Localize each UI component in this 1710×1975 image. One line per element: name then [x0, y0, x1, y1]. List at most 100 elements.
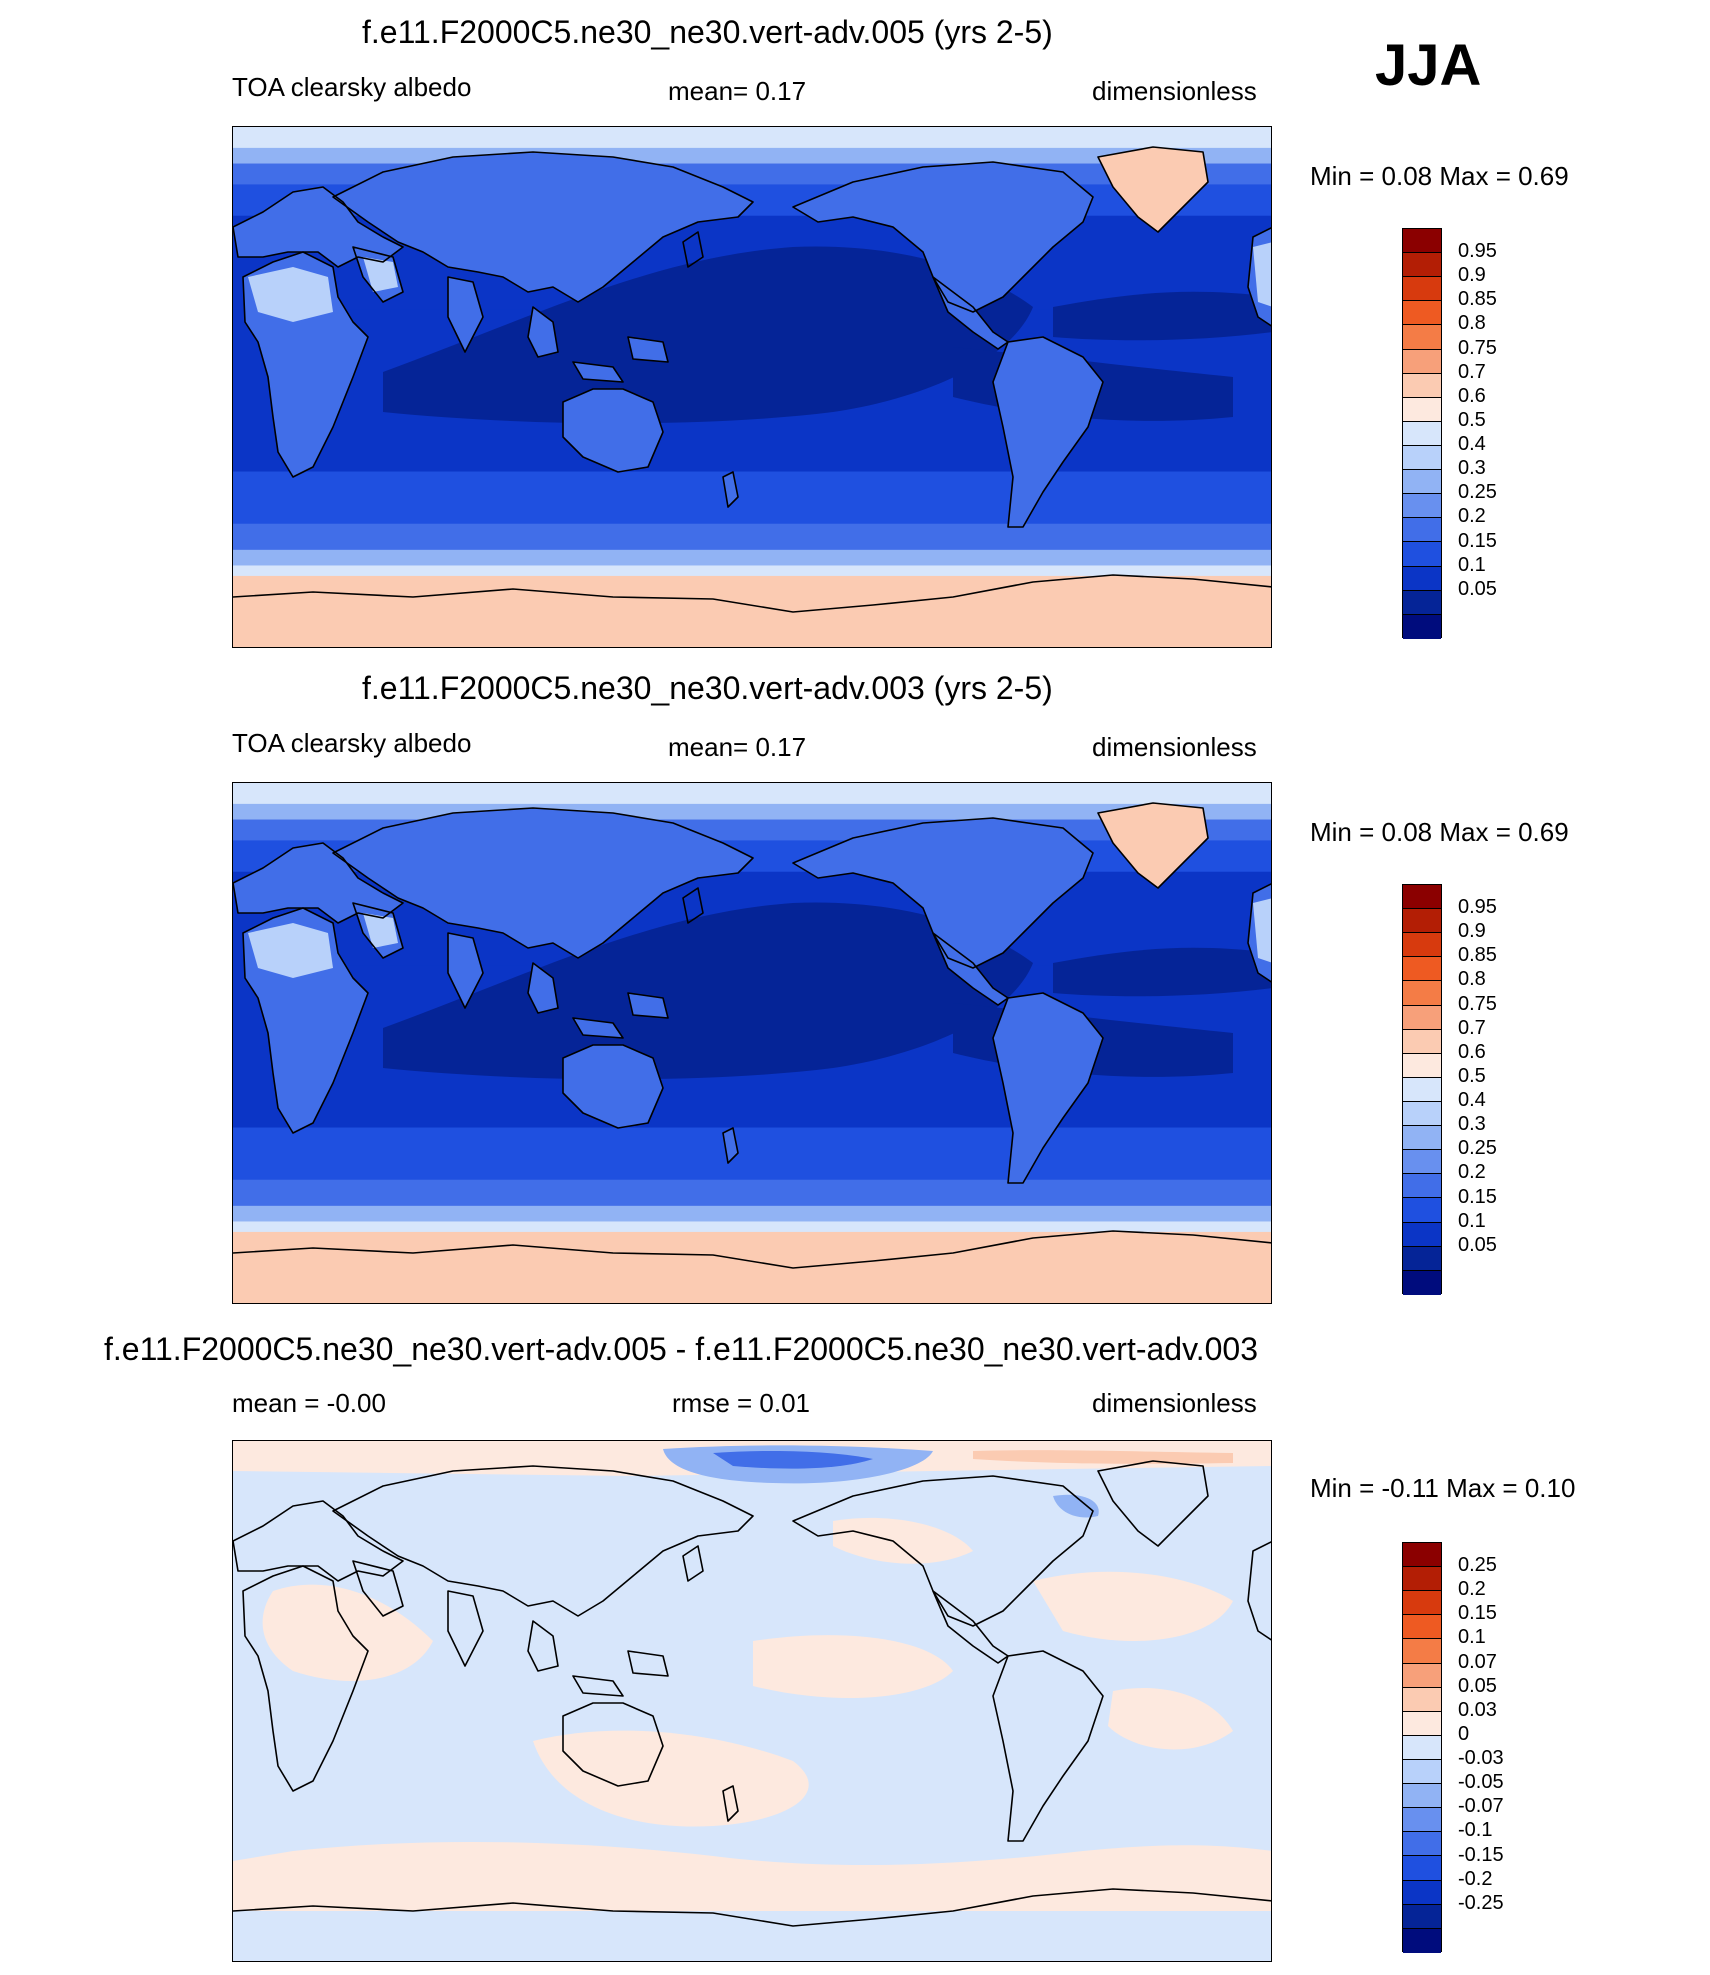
coastline [233, 186, 404, 268]
colorbar-swatch [1403, 885, 1441, 910]
colorbar-tick-label: 0.1 [1458, 1626, 1486, 1649]
colorbar-tick-label: 0.07 [1458, 1650, 1497, 1673]
coastline [932, 276, 1009, 350]
colorbar-tick-label: 0.2 [1458, 1161, 1486, 1184]
colorbar-swatch [1403, 373, 1441, 398]
colorbar-tick-label: -0.03 [1458, 1747, 1504, 1770]
colorbar-swatch [1403, 301, 1441, 326]
map-canvas [233, 1441, 1271, 1961]
colorbar-tick-label: 0.6 [1458, 1040, 1486, 1063]
coastline [792, 161, 1094, 313]
colorbar-tick-label: 0.25 [1458, 1554, 1497, 1577]
coastline [722, 1127, 739, 1164]
coastline [332, 807, 754, 959]
colorbar-swatch [1403, 253, 1441, 278]
coastline [233, 574, 1271, 613]
colorbar-swatch [1403, 1567, 1441, 1592]
colorbar-swatch [1403, 518, 1441, 543]
colorbar-tick-label: 0.15 [1458, 529, 1497, 552]
colorbar-tick-label: 0.95 [1458, 240, 1497, 263]
colorbar-tick-label: 0.5 [1458, 1064, 1486, 1087]
colorbar-swatch [1403, 1687, 1441, 1712]
coastline [562, 1702, 664, 1787]
map-canvas [233, 783, 1271, 1303]
coastline [682, 887, 704, 924]
panel-3-colorbar [1402, 1542, 1442, 1953]
coastline [992, 992, 1104, 1184]
colorbar-tick-label: 0.75 [1458, 992, 1497, 1015]
colorbar-swatch [1403, 1759, 1441, 1785]
colorbar-swatch [1403, 1856, 1441, 1881]
coastline [332, 1465, 754, 1617]
colorbar-tick-label: 0.75 [1458, 336, 1497, 359]
colorbar-swatch [1403, 1246, 1441, 1271]
colorbar-swatch [1403, 277, 1441, 302]
colorbar-swatch [1403, 494, 1441, 519]
colorbar-swatch [1403, 1150, 1441, 1175]
colorbar-swatch [1403, 1784, 1441, 1809]
colorbar-tick-label: 0.9 [1458, 264, 1486, 287]
colorbar-tick-label: 0.15 [1458, 1602, 1497, 1625]
coastline [233, 1888, 1271, 1927]
colorbar-tick-label: 0.05 [1458, 577, 1497, 600]
colorbar-tick-label: 0.4 [1458, 433, 1486, 456]
colorbar-tick-label: 0.1 [1458, 553, 1486, 576]
map-canvas [233, 127, 1271, 647]
coastline [233, 1500, 404, 1582]
colorbar-tick-label: 0.05 [1458, 1674, 1497, 1697]
colorbar-tick-label: 0.3 [1458, 457, 1486, 480]
colorbar-tick-label: 0.2 [1458, 1578, 1486, 1601]
colorbar-swatch [1403, 1591, 1441, 1616]
colorbar-tick-label: 0.7 [1458, 360, 1486, 383]
colorbar-swatch [1403, 325, 1441, 350]
colorbar-tick-label: 0.03 [1458, 1698, 1497, 1721]
colorbar-swatch [1403, 1174, 1441, 1199]
coastline [1247, 883, 1271, 983]
colorbar-swatch [1403, 1663, 1441, 1688]
colorbar-swatch [1403, 1198, 1441, 1223]
panel-2-mean-label: mean= 0.17 [668, 732, 807, 762]
colorbar-swatch [1403, 1005, 1441, 1030]
panel-2-units-label: dimensionless [1092, 732, 1257, 762]
coastline [1247, 1541, 1271, 1641]
colorbar-swatch [1403, 566, 1441, 591]
coastline [932, 932, 1009, 1006]
colorbar-swatch [1403, 1928, 1441, 1953]
colorbar-swatch [1403, 1053, 1441, 1078]
colorbar-tick-label: 0.5 [1458, 408, 1486, 431]
colorbar-swatch [1403, 1126, 1441, 1151]
coastline [932, 1590, 1009, 1664]
coastline [1097, 1460, 1209, 1547]
colorbar-swatch [1403, 1101, 1441, 1127]
coastline [722, 471, 739, 508]
colorbar-swatch [1403, 470, 1441, 495]
panel-3-mean-label: mean = -0.00 [232, 1388, 386, 1418]
coastline [1097, 802, 1209, 889]
coastline [527, 306, 669, 383]
coastline [722, 1785, 739, 1822]
colorbar-tick-label: 0.05 [1458, 1233, 1497, 1256]
colorbar-swatch [1403, 1711, 1441, 1736]
colorbar-tick-label: -0.15 [1458, 1843, 1504, 1866]
panel-2-variable-label: TOA clearsky albedo [232, 728, 472, 758]
colorbar-swatch [1403, 1222, 1441, 1247]
colorbar-swatch [1403, 909, 1441, 934]
colorbar-swatch [1403, 1808, 1441, 1833]
colorbar-tick-label: -0.05 [1458, 1771, 1504, 1794]
panel-2-title: f.e11.F2000C5.ne30_ne30.vert-adv.003 (yr… [362, 670, 1053, 706]
colorbar-tick-label: 0.2 [1458, 505, 1486, 528]
colorbar-swatch [1403, 1029, 1441, 1054]
colorbar-tick-label: 0.6 [1458, 384, 1486, 407]
coastline [682, 231, 704, 268]
coastline [992, 336, 1104, 528]
coastline [332, 151, 754, 303]
colorbar-swatch [1403, 614, 1441, 639]
colorbar-tick-label: 0.85 [1458, 944, 1497, 967]
colorbar-tick-label: 0.3 [1458, 1113, 1486, 1136]
coastline [233, 842, 404, 924]
colorbar-swatch [1403, 1639, 1441, 1664]
panel-1-map [232, 126, 1272, 648]
colorbar-swatch [1403, 1880, 1441, 1905]
coastline [1247, 227, 1271, 327]
panel-2-minmax: Min = 0.08 Max = 0.69 [1310, 817, 1569, 847]
